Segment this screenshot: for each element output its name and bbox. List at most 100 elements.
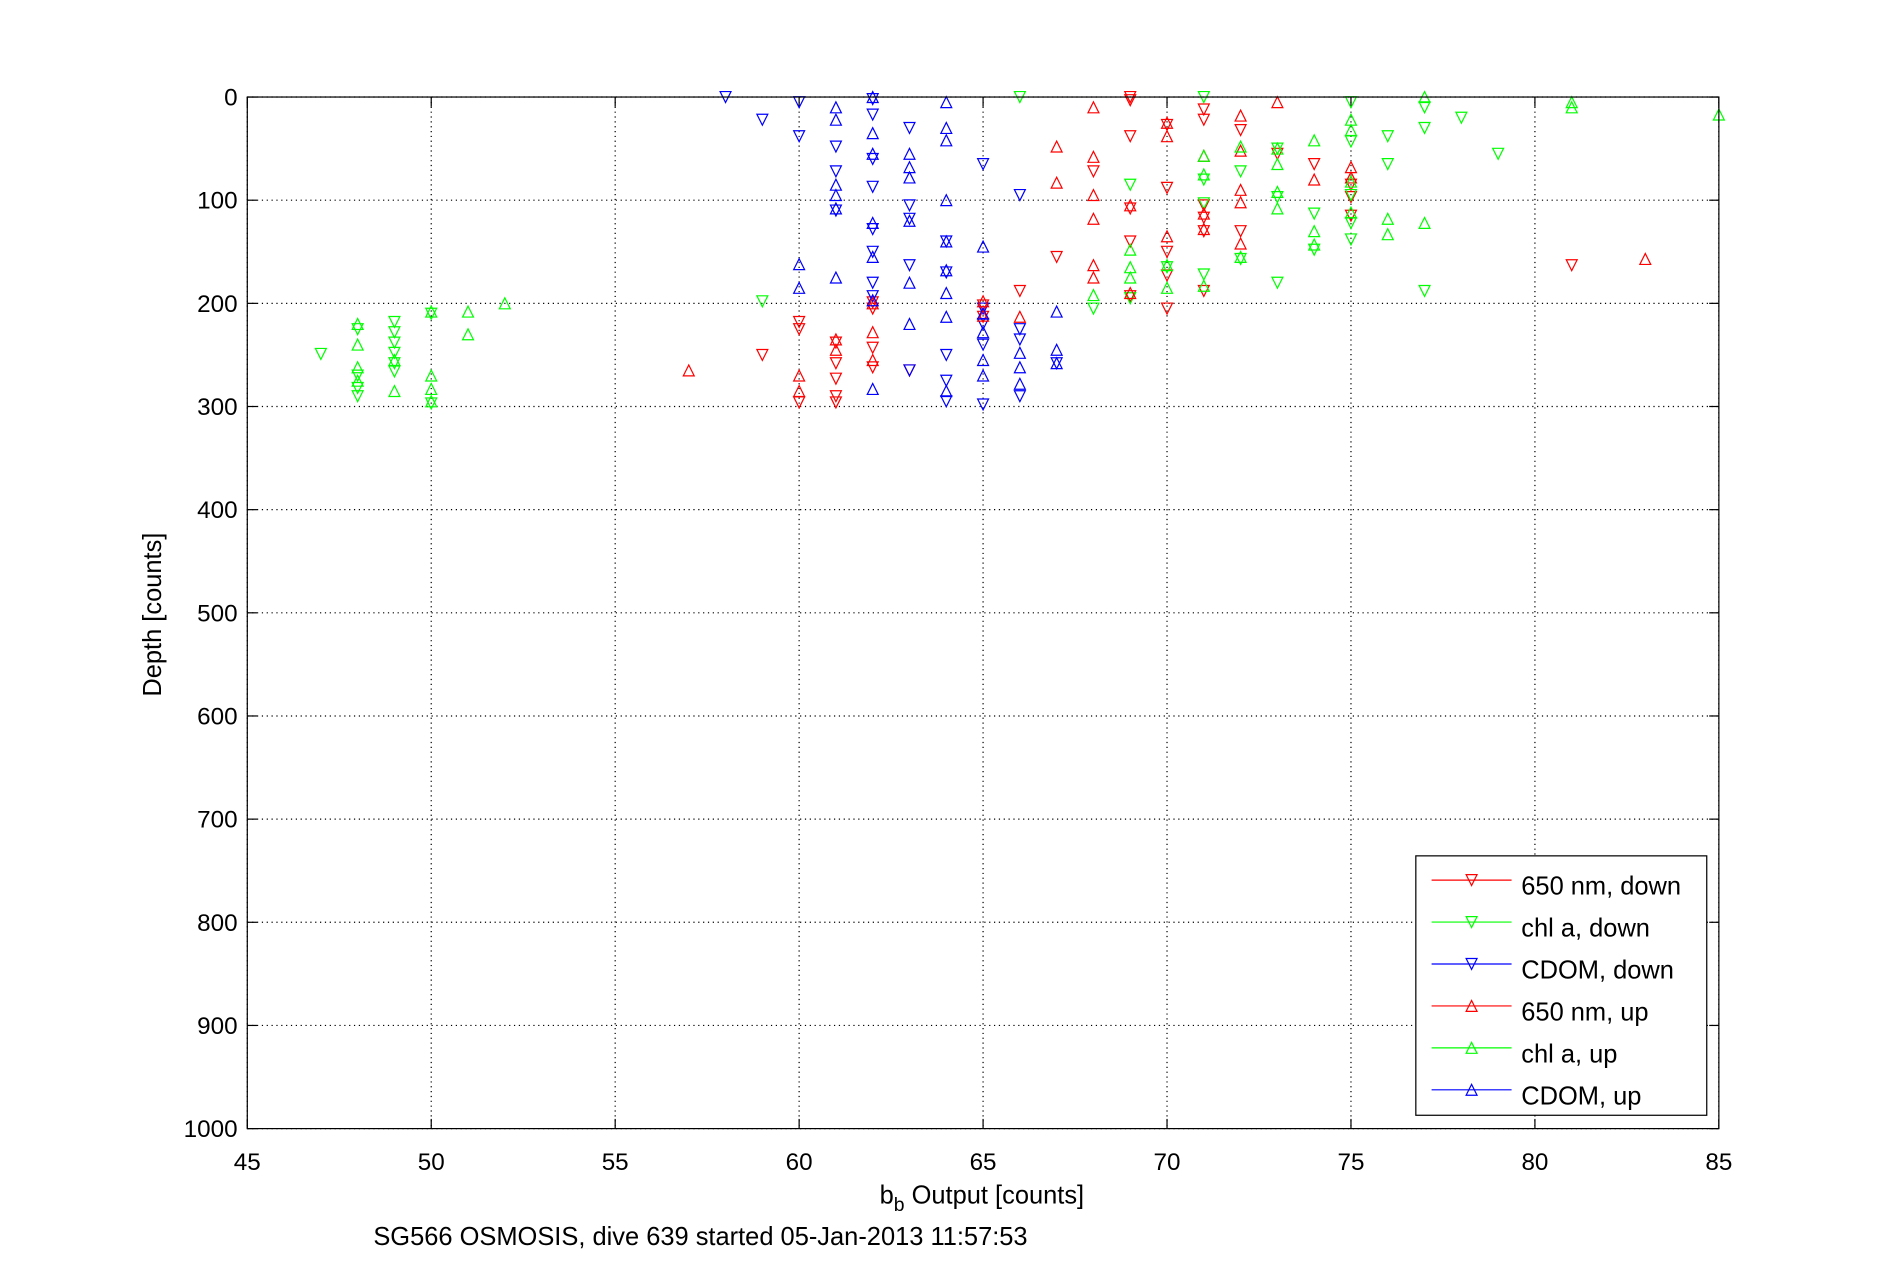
marker-chl-a-down — [424, 397, 438, 411]
marker-650-nm-down — [829, 390, 843, 403]
marker-650-nm-down — [1197, 113, 1211, 127]
marker-650-nm-up — [976, 294, 990, 308]
marker-chl-a-up — [461, 304, 475, 318]
marker-chl-a-up — [1344, 205, 1358, 219]
marker-chl-a-down — [755, 295, 769, 309]
marker-chl-a-up — [1307, 133, 1321, 147]
marker-650-nm-down — [1565, 259, 1579, 272]
marker-650-nm-up — [1087, 270, 1100, 284]
marker-cdom-up — [939, 384, 953, 398]
marker-chl-a-down — [388, 346, 401, 360]
marker-chl-a-down — [1381, 158, 1395, 171]
marker-cdom-down — [866, 108, 880, 122]
marker-cdom-up — [903, 317, 916, 331]
marker-650-nm-up — [792, 368, 806, 382]
marker-chl-a-down — [1344, 233, 1358, 247]
marker-650-nm-down — [829, 396, 843, 410]
marker-cdom-up — [939, 95, 953, 109]
marker-chl-a-up — [424, 368, 438, 382]
marker-650-nm-up — [1234, 108, 1248, 122]
marker-cdom-up — [976, 368, 990, 382]
y-tick-label: 1000 — [184, 1116, 238, 1143]
marker-cdom-up — [829, 201, 843, 215]
marker-cdom-up — [866, 146, 880, 160]
marker-cdom-down — [976, 302, 990, 316]
marker-chl-a-down — [388, 326, 401, 340]
marker-cdom-up — [976, 306, 990, 320]
marker-chl-a-down — [388, 336, 401, 350]
marker-cdom-down — [903, 364, 916, 378]
marker-chl-a-up — [1270, 185, 1284, 198]
marker-650-nm-down — [1344, 178, 1358, 192]
x-tick-label: 70 — [1154, 1149, 1181, 1176]
x-tick-label: 45 — [234, 1149, 261, 1176]
marker-cdom-up — [1050, 342, 1064, 356]
marker-cdom-down — [866, 93, 880, 106]
marker-chl-a-down — [351, 381, 365, 395]
marker-650-nm-down — [1234, 225, 1248, 238]
marker-cdom-down — [976, 158, 990, 171]
marker-chl-a-up — [1123, 270, 1137, 284]
marker-cdom-down — [1013, 188, 1027, 202]
legend-label-chl-a-down: chl a, down — [1521, 915, 1650, 943]
marker-650-nm-down — [1160, 302, 1174, 316]
legend-marker-cdom-up — [1465, 1082, 1479, 1096]
marker-650-nm-up — [1270, 95, 1284, 109]
marker-chl-a-up — [1270, 141, 1284, 155]
marker-650-nm-up — [1234, 236, 1248, 250]
marker-650-nm-up — [1123, 286, 1137, 300]
marker-chl-a-down — [1418, 284, 1431, 298]
marker-cdom-up — [792, 281, 806, 294]
marker-chl-a-down — [1454, 111, 1468, 125]
marker-cdom-up — [939, 193, 953, 207]
marker-cdom-up — [903, 275, 916, 289]
marker-650-nm-down — [866, 341, 880, 355]
legend-marker-chl-a-down — [1465, 915, 1479, 929]
y-tick-label: 700 — [197, 807, 237, 834]
marker-cdom-up — [866, 382, 880, 396]
marker-chl-a-up — [498, 296, 512, 310]
marker-cdom-up — [939, 309, 953, 323]
marker-650-nm-up — [1087, 211, 1100, 225]
x-axis-label-rest: Output [counts] — [905, 1182, 1085, 1210]
marker-chl-a-up — [1270, 157, 1284, 171]
marker-650-nm-down — [1087, 165, 1100, 179]
marker-650-nm-down — [976, 299, 990, 313]
marker-650-nm-down — [1344, 209, 1358, 223]
x-tick-label: 55 — [602, 1149, 629, 1176]
marker-650-nm-down — [1123, 202, 1137, 216]
marker-chl-a-up — [351, 317, 365, 331]
marker-chl-a-down — [388, 357, 401, 370]
marker-650-nm-down — [1123, 290, 1137, 303]
legend-marker-cdom-down — [1465, 957, 1479, 971]
marker-chl-a-down — [1344, 188, 1358, 202]
marker-cdom-up — [1050, 304, 1064, 318]
marker-chl-a-up — [424, 382, 438, 396]
marker-650-nm-down — [792, 323, 806, 336]
marker-cdom-down — [1013, 323, 1027, 336]
marker-chl-a-down — [388, 315, 401, 329]
marker-cdom-down — [755, 113, 769, 127]
marker-650-nm-down — [792, 315, 806, 329]
marker-chl-a-up — [1123, 242, 1137, 256]
marker-chl-a-up — [388, 353, 401, 367]
marker-chl-a-up — [461, 327, 475, 341]
marker-cdom-up — [829, 112, 843, 126]
marker-cdom-down — [866, 290, 880, 303]
marker-650-nm-down — [1197, 225, 1211, 238]
marker-650-nm-up — [792, 384, 806, 398]
marker-chl-a-up — [1381, 227, 1395, 241]
marker-cdom-up — [903, 170, 916, 184]
marker-650-nm-down — [829, 372, 843, 386]
marker-650-nm-down — [1123, 235, 1137, 249]
legend-marker-chl-a-up — [1465, 1041, 1479, 1054]
y-tick-label: 900 — [197, 1013, 237, 1040]
x-tick-label: 85 — [1705, 1149, 1732, 1176]
marker-650-nm-up — [1013, 309, 1027, 323]
marker-chl-a-up — [1344, 174, 1358, 188]
marker-chl-a-up — [424, 394, 438, 408]
marker-cdom-down — [829, 140, 843, 154]
marker-650-nm-up — [1234, 143, 1248, 157]
marker-cdom-down — [866, 223, 880, 236]
marker-chl-a-down — [1234, 252, 1248, 266]
